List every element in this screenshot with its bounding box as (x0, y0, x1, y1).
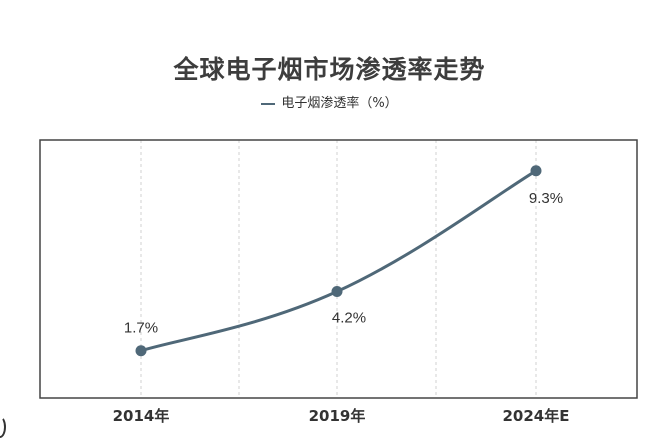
data-point (331, 286, 343, 298)
legend-label: 电子烟渗透率（%） (281, 96, 398, 111)
data-point (135, 345, 147, 357)
data-label: 1.7% (124, 320, 158, 337)
x-tick-label: 2019年 (309, 407, 366, 425)
data-label: 9.3% (529, 190, 563, 207)
data-label: 4.2% (332, 310, 366, 327)
chart-title: 全球电子烟市场渗透率走势 (173, 55, 486, 84)
legend: 电子烟渗透率（%） (0, 92, 659, 111)
plot-frame (39, 139, 638, 399)
x-tick-label: 2014年 (113, 407, 170, 425)
legend-swatch (261, 102, 276, 105)
data-point (530, 165, 542, 177)
x-tick-label: 2024年E (503, 407, 570, 425)
